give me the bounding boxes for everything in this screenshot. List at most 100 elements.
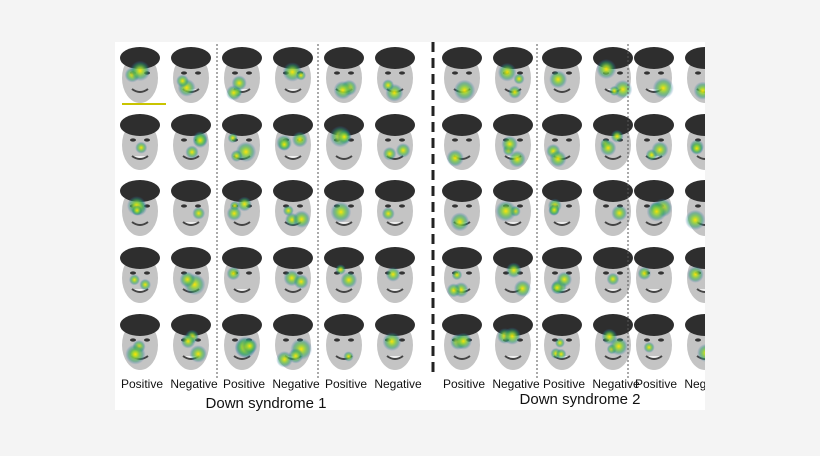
- face: [375, 247, 415, 303]
- face-hair: [685, 247, 705, 269]
- face-mouth: [504, 355, 522, 360]
- face-mouth: [553, 88, 571, 93]
- face: [273, 114, 313, 170]
- face: [120, 180, 160, 236]
- face: [324, 314, 364, 370]
- face: [593, 247, 633, 303]
- gaze-heat: [454, 332, 472, 350]
- face: [634, 247, 674, 303]
- face-hair: [171, 314, 211, 336]
- face-hair: [171, 247, 211, 269]
- face: [120, 314, 160, 370]
- column-labels: Positive Negative Positive Negative Positive…: [121, 377, 705, 391]
- face-hair: [542, 314, 582, 336]
- column-label: Positive: [543, 377, 585, 391]
- face-eye: [603, 271, 609, 275]
- gaze-heat: [652, 77, 674, 99]
- face: [171, 314, 211, 370]
- gaze-heat: [609, 337, 628, 356]
- gaze-heat: [555, 348, 567, 360]
- gaze-heat: [176, 74, 189, 88]
- face-mouth: [284, 88, 302, 93]
- gaze-heat: [128, 274, 141, 286]
- face-mouth: [604, 155, 622, 160]
- column-label: Negative: [492, 377, 540, 391]
- gaze-heat: [381, 207, 395, 221]
- gaze-heat: [226, 266, 241, 281]
- column-label: Positive: [325, 377, 367, 391]
- gaze-heat: [637, 266, 652, 281]
- face: [324, 114, 364, 170]
- gaze-heat: [385, 267, 401, 282]
- face-eye: [466, 204, 472, 208]
- gaze-heat: [139, 278, 151, 291]
- face-eye: [566, 204, 572, 208]
- face-eye: [644, 338, 650, 342]
- face-eye: [399, 71, 405, 75]
- face-hair: [634, 114, 674, 136]
- face-hair: [493, 247, 533, 269]
- face: [493, 47, 533, 103]
- gaze-heat: [333, 80, 353, 100]
- gaze-heat: [131, 204, 143, 216]
- face-hair: [542, 247, 582, 269]
- gaze-heat: [227, 132, 238, 144]
- face-eye: [644, 71, 650, 75]
- face-eye: [617, 271, 623, 275]
- face-hair: [375, 114, 415, 136]
- gaze-heat: [549, 70, 568, 89]
- face-mouth: [284, 288, 302, 293]
- face-hair: [375, 247, 415, 269]
- gaze-heat: [651, 141, 669, 159]
- face-eye: [466, 138, 472, 142]
- gaze-heat: [382, 79, 395, 92]
- face: [120, 47, 160, 103]
- face: [493, 314, 533, 370]
- face: [273, 247, 313, 303]
- face-hair: [324, 180, 364, 202]
- face-hair: [171, 180, 211, 202]
- face: [324, 247, 364, 303]
- gaze-heat: [450, 212, 470, 232]
- gaze-heat: [497, 62, 517, 82]
- gaze-heat: [501, 135, 519, 153]
- caption: Down syndrome 1: [206, 395, 327, 412]
- face: [375, 47, 415, 103]
- face-eye: [144, 338, 150, 342]
- face-mouth: [233, 221, 251, 226]
- gaze-heat: [556, 271, 573, 288]
- face: [171, 180, 211, 236]
- face: [442, 314, 482, 370]
- face-eye: [709, 204, 715, 207]
- face-eye: [617, 71, 623, 75]
- gaze-heat: [609, 85, 620, 97]
- face-eye: [709, 338, 715, 341]
- gaze-heat: [596, 59, 617, 80]
- gaze-heat: [292, 210, 311, 229]
- gaze-heat: [495, 200, 517, 222]
- gaze-heat: [451, 269, 463, 281]
- face-hair: [634, 314, 674, 336]
- face-mouth: [386, 221, 404, 226]
- gaze-heat: [382, 146, 397, 161]
- face-eye: [695, 338, 701, 342]
- column-label: Negative: [170, 377, 218, 391]
- face-eye: [709, 71, 715, 74]
- column-label: Negative: [272, 377, 320, 391]
- gaze-heat: [335, 264, 346, 276]
- face-hair: [120, 314, 160, 336]
- face-mouth: [335, 155, 353, 160]
- face: [442, 114, 482, 170]
- face-eye: [144, 138, 150, 142]
- face-eye: [709, 271, 715, 274]
- face: [375, 180, 415, 236]
- face: [442, 247, 482, 303]
- gaze-heat: [446, 283, 461, 298]
- face: [493, 114, 533, 170]
- gaze-heat: [685, 209, 705, 231]
- face: [634, 314, 674, 370]
- face-hair: [493, 47, 533, 69]
- face-eye: [644, 138, 650, 142]
- gaze-heat: [241, 337, 258, 354]
